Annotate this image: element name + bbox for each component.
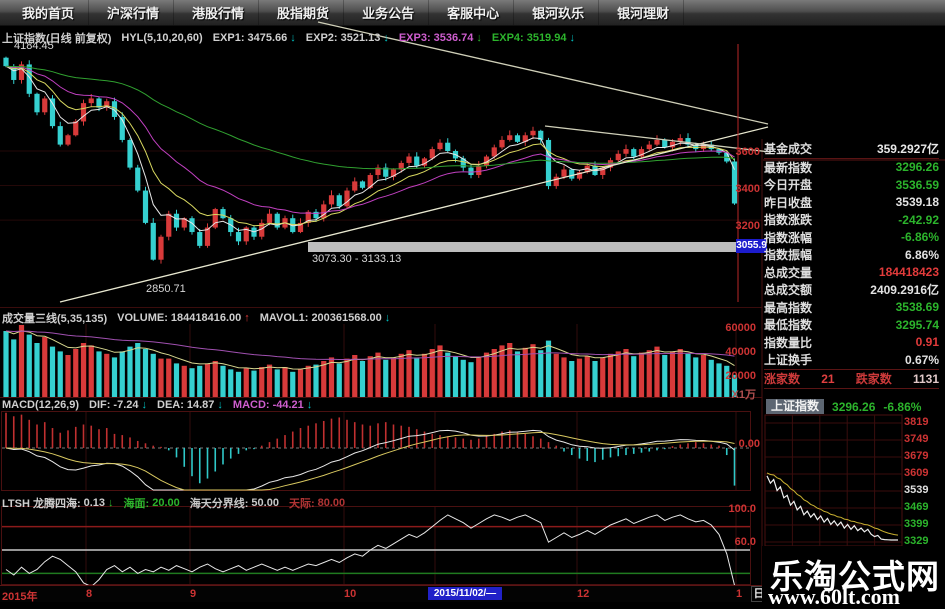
ltsh-divider-level: 海天分界线: 50.00	[189, 497, 279, 510]
volume-value: VOLUME: 184418416.00 ↑	[117, 312, 250, 324]
month-label: 1	[736, 588, 743, 600]
price-tick: 3600	[735, 146, 760, 158]
selected-date-badge[interactable]: 2015/11/02/—	[428, 587, 502, 600]
decliners-count: 1131	[912, 371, 939, 386]
ltsh-tick: 60.0	[734, 536, 756, 548]
mini-axis-tick: 3539	[904, 484, 929, 496]
annotation-peak-price: 4184.45	[14, 40, 54, 52]
exp1-value: EXP1: 3475.66 ↓	[212, 32, 296, 44]
down-arrow-icon: ↓	[108, 497, 114, 509]
macd-zero-tick: 0.00	[738, 438, 760, 450]
mini-chart-title[interactable]: 上证指数	[766, 399, 825, 414]
down-arrow-icon: ↓	[306, 399, 313, 411]
mini-chart-header: 上证指数 3296.26 -6.86%	[766, 399, 921, 414]
advancers-decliners-row: 涨家数 21 跌家数 1131	[764, 368, 939, 389]
watermark: 乐淘公式网 www.60lt.com	[762, 546, 945, 609]
quote-row: 总成交量 184418423	[764, 265, 939, 280]
macd-value: MACD: -44.21 ↓	[232, 399, 313, 411]
mini-chart-change: -6.86%	[883, 399, 922, 414]
mini-axis-tick: 3749	[904, 433, 929, 445]
month-label: 9	[190, 588, 197, 600]
menu-bar: 我的首页 沪深行情 港股行情 股指期货 业务公告 客服中心 银河玖乐 银河理财	[0, 0, 945, 26]
decliners-label: 跌家数	[855, 372, 892, 386]
menu-item-notice[interactable]: 业务公告	[348, 0, 430, 25]
volume-unit-label: X1万	[731, 389, 756, 401]
down-arrow-icon: ↓	[384, 312, 391, 324]
security-title: 上证指数(日线 前复权)	[2, 33, 112, 45]
indicator-name: HYL(5,10,20,60)	[121, 32, 203, 44]
ltsh-indicator-name: LTSH 龙腾四海: 0.13 ↓	[2, 497, 114, 510]
ltsh-sea-level: 海面: 20.00	[123, 497, 180, 510]
volume-indicator-name: 成交量三线(5,35,135)	[2, 313, 108, 325]
mini-axis-tick: 3469	[904, 501, 929, 513]
quote-row-fund: 基金成交 359.2927亿	[764, 140, 939, 159]
price-tick: 3400	[735, 183, 760, 195]
advancers-label: 涨家数	[764, 372, 801, 386]
menu-item-jiule[interactable]: 银河玖乐	[518, 0, 600, 25]
down-arrow-icon: ↓	[217, 399, 223, 411]
menu-item-home[interactable]: 我的首页	[8, 0, 90, 25]
quote-row: 总成交额 2409.2916亿	[764, 283, 939, 298]
macd-indicator-name: MACD(12,26,9)	[2, 399, 80, 411]
quote-row: 指数振幅 6.86%	[764, 247, 939, 263]
quote-row: 最低指数 3295.74	[764, 317, 939, 333]
time-axis: 2015年 8 9 10 12 1 2015/11/02/—	[0, 585, 762, 603]
month-label: 12	[577, 588, 590, 600]
down-arrow-icon: ↓	[290, 32, 296, 44]
mini-axis-tick: 3609	[904, 467, 929, 479]
mini-axis-tick: 3819	[904, 416, 929, 428]
quote-row: 最新指数 3296.26	[764, 160, 939, 175]
menu-item-hs-quote[interactable]: 沪深行情	[93, 0, 175, 25]
advancers-count: 21	[821, 371, 835, 386]
quote-row: 昨日收盘 3539.18	[764, 195, 939, 210]
mini-axis-tick: 3399	[904, 518, 929, 530]
quote-row: 指数涨幅 -6.86%	[764, 230, 939, 245]
exp4-value: EXP4: 3519.94 ↓	[491, 32, 575, 44]
quote-row: 今日开盘 3536.59	[764, 177, 939, 193]
ltsh-header: LTSH 龙腾四海: 0.13 ↓ 海面: 20.00 海天分界线: 50.00 天际:…	[2, 495, 345, 511]
menu-item-wealth[interactable]: 银河理财	[603, 0, 685, 25]
ltsh-sky-level: 天际: 80.00	[288, 497, 346, 510]
dea-value: DEA: 14.87 ↓	[157, 399, 223, 411]
annotation-low-price: 2850.71	[146, 283, 186, 295]
quote-row: 最高指数 3538.69	[764, 300, 939, 315]
price-tick: 3200	[735, 220, 760, 232]
menu-item-futures[interactable]: 股指期货	[263, 0, 345, 25]
up-arrow-icon: ↑	[244, 312, 250, 324]
exp2-value: EXP2: 3521.13 ↓	[305, 32, 389, 44]
year-label: 2015年	[2, 591, 38, 603]
volume-tick: 60000	[725, 322, 756, 334]
quote-row: 指数涨跌 -242.92	[764, 212, 939, 228]
watermark-site-name: 乐淘公式网	[770, 558, 940, 595]
menu-item-hk-quote[interactable]: 港股行情	[178, 0, 260, 25]
chart-header: 上证指数(日线 前复权) HYL(5,10,20,60) EXP1: 3475.6…	[2, 30, 575, 46]
down-arrow-icon: ↓	[476, 32, 482, 44]
menu-item-service[interactable]: 客服中心	[433, 0, 515, 25]
macd-header: MACD(12,26,9) DIF: -7.24 ↓ DEA: 14.87 ↓ MACD…	[2, 399, 312, 411]
down-arrow-icon: ↓	[383, 32, 389, 44]
mini-chart-price: 3296.26	[832, 399, 876, 414]
exp3-value: EXP3: 3536.74 ↓	[398, 32, 482, 44]
watermark-url: www.60lt.com	[768, 584, 900, 609]
mini-axis-tick: 3329	[904, 535, 929, 547]
month-label: 10	[344, 588, 357, 600]
cursor-price-badge: 3055.9	[736, 239, 767, 253]
down-arrow-icon: ↓	[569, 32, 575, 44]
quote-row: 上证换手 0.67%	[764, 352, 939, 368]
volume-tick: 20000	[725, 370, 756, 382]
volume-tick: 40000	[725, 346, 756, 358]
month-label: 8	[86, 588, 93, 600]
mini-axis-tick: 3679	[904, 450, 929, 462]
volume-header: 成交量三线(5,35,135) VOLUME: 184418416.00 ↑ MAV…	[2, 310, 390, 326]
annotation-gap-range: 3073.30 - 3133.13	[312, 253, 402, 265]
mavol-value: MAVOL1: 200361568.00 ↓	[259, 312, 391, 324]
quote-row: 指数量比 0.91	[764, 335, 939, 350]
quote-panel: 基金成交 359.2927亿 最新指数 3296.26 今日开盘 3536.59 昨…	[764, 140, 939, 389]
down-arrow-icon: ↓	[141, 399, 148, 411]
dif-value: DIF: -7.24 ↓	[89, 399, 147, 411]
ltsh-tick: 100.0	[728, 503, 756, 515]
